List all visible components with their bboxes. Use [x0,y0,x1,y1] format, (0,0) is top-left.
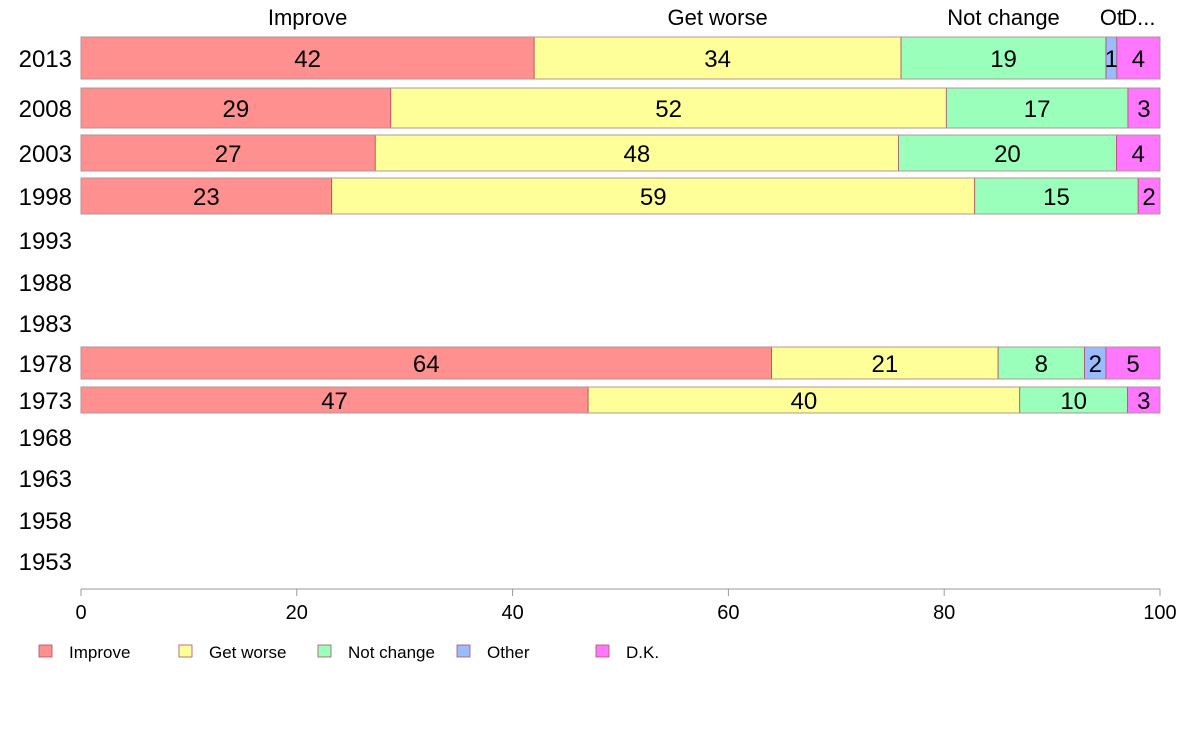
data-label-1998-improve: 23 [193,184,220,211]
x-tick-label-20: 20 [286,602,308,624]
data-label-1978-other: 2 [1089,351,1102,378]
bar-segment-1998-get-worse [331,177,976,215]
data-label-2003-not-change: 20 [994,141,1021,168]
legend-swatch [317,644,332,658]
year-label-1963: 1963 [19,466,72,493]
legend-label: Other [487,643,530,662]
legend-item-d-k-: D.K. [595,643,659,662]
data-label-2003-d-k-: 4 [1132,141,1145,168]
data-label-2008-improve: 29 [223,96,250,123]
bar-outline-1998 [80,177,1161,215]
bar-outline-2003 [80,134,1161,172]
x-tick-label-60: 60 [717,602,739,624]
data-label-1978-d-k-: 5 [1126,351,1139,378]
data-label-2013-get-worse: 34 [704,46,731,73]
bar-segment-2013-improve [80,36,535,80]
year-label-2013: 2013 [19,46,72,73]
legend-item-get-worse: Get worse [178,643,286,662]
legend-label: Get worse [209,643,286,662]
bar-segment-1998-improve [80,177,333,215]
data-label-2013-not-change: 19 [990,46,1017,73]
year-label-1978: 1978 [19,351,72,378]
bar-outline-2013 [80,36,1161,80]
bar-outline-2008 [80,87,1161,129]
year-label-1993: 1993 [19,228,72,255]
data-label-1973-get-worse: 40 [791,388,818,415]
year-label-1998: 1998 [19,184,72,211]
bar-row-1998: 23 59 15 2 [80,177,1161,215]
data-label-2013-d-k-: 4 [1132,46,1145,73]
x-tick-label-40: 40 [501,602,523,624]
year-label-1953: 1953 [19,549,72,576]
year-label-2008: 2008 [19,96,72,123]
x-tick-label-80: 80 [933,602,955,624]
data-label-1998-get-worse: 59 [640,184,667,211]
year-label-2003: 2003 [19,141,72,168]
data-label-2013-other: 1 [1105,46,1118,73]
legend-swatch [456,644,471,658]
bars: 42 34 19 1 429 52 17 327 48 20 423 59 15 264 21 8 2 547 40… [80,36,1161,415]
year-label-1988: 1988 [19,270,72,297]
bar-segment-2008-d-k- [1127,87,1161,129]
year-label-1983: 1983 [19,311,72,338]
data-label-1998-not-change: 15 [1043,184,1070,211]
bar-row-2008: 29 52 17 3 [80,87,1161,129]
year-label-1958: 1958 [19,508,72,535]
data-label-1978-not-change: 8 [1035,351,1048,378]
top-label-get-worse: Get worse [667,5,767,30]
legend-item-other: Other [456,643,530,662]
data-label-1998-d-k-: 2 [1142,184,1155,211]
top-label-improve: Improve [268,5,347,30]
data-label-1973-not-change: 10 [1060,388,1087,415]
legend-swatch [38,644,53,658]
data-label-1978-get-worse: 21 [872,351,899,378]
bar-segment-2008-not-change [945,87,1129,129]
legend-label: Not change [348,643,435,662]
data-label-2008-not-change: 17 [1024,96,1051,123]
data-label-2013-improve: 42 [294,46,321,73]
bar-row-2013: 42 34 19 1 4 [80,36,1161,80]
top-label-other: Ot [1100,5,1123,30]
bar-segment-2013-get-worse [533,36,902,80]
year-axis-labels: 2013 2008 2003 1998 1993 1988 1983 1978 1973 1968… [19,46,72,576]
x-tick-label-0: 0 [75,602,86,624]
legend-item-not-change: Not change [317,643,435,662]
data-label-2008-d-k-: 3 [1137,96,1150,123]
legend-swatch [595,644,610,658]
data-label-1978-improve: 64 [413,351,440,378]
data-label-2003-improve: 27 [215,141,242,168]
top-label-d-k-: D... [1121,5,1155,30]
year-label-1973: 1973 [19,388,72,415]
bar-outline-1978 [80,346,1161,380]
legend-label: Improve [69,643,130,662]
data-label-1973-improve: 47 [321,388,348,415]
legend-item-improve: Improve [38,643,130,662]
top-series-labels: Improve Get worse Not change OtD... [268,5,1156,30]
legend: Improve Get worse Not change Other D.K. [38,643,659,662]
legend-label: D.K. [626,643,659,662]
legend-swatch [178,644,193,658]
x-axis: 0 20 40 60 80 100 [75,588,1177,624]
bar-row-1973: 47 40 10 3 [80,386,1161,415]
data-label-2008-get-worse: 52 [655,96,682,123]
bar-row-1978: 64 21 8 2 5 [80,346,1161,380]
top-label-not-change: Not change [947,5,1060,30]
bar-segment-2003-not-change [898,134,1117,172]
data-label-1973-d-k-: 3 [1137,388,1150,415]
data-label-2003-get-worse: 48 [623,141,650,168]
bar-segment-2003-improve [80,134,376,172]
bar-outline-1973 [80,386,1161,414]
year-label-1968: 1968 [19,425,72,452]
bar-segment-1978-improve [80,346,772,380]
bar-row-2003: 27 48 20 4 [80,134,1161,172]
x-tick-label-100: 100 [1143,602,1176,624]
